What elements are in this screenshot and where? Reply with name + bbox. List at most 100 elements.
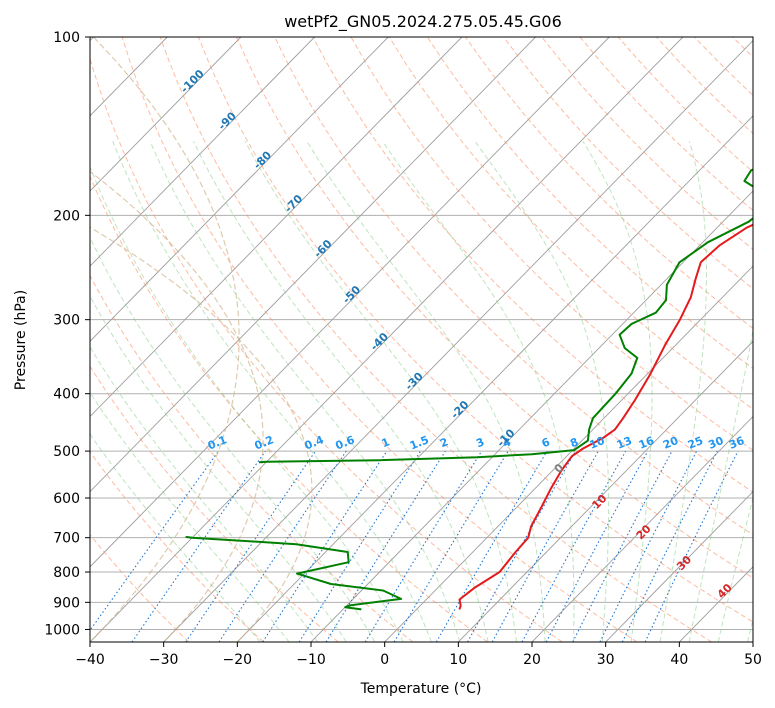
- mixing-ratio-line: [185, 450, 316, 642]
- chart-title: wetPf2_GN05.2024.275.05.45.G06: [284, 12, 562, 32]
- mixing-ratio-line: [621, 450, 718, 642]
- moist-adiabat-line: [688, 328, 753, 642]
- moist-adiabat-line: [659, 141, 707, 642]
- mixing-ratio-label: 30: [706, 434, 725, 452]
- mixing-ratio-label: 36: [727, 434, 746, 452]
- y-tick-label: 200: [53, 208, 80, 224]
- mixing-ratio-label: 25: [686, 434, 705, 452]
- mixing-ratio-label: 8: [568, 435, 580, 450]
- moist-adiabat-line: [382, 141, 575, 642]
- mixing-ratio-line: [491, 450, 599, 642]
- mixing-ratio-line: [467, 450, 577, 642]
- y-tick-label: 100: [53, 30, 80, 46]
- reference-curve: [90, 226, 313, 642]
- isotherm-line: [237, 115, 753, 642]
- x-axis-label: Temperature (°C): [360, 681, 482, 697]
- y-tick-label: 600: [53, 491, 80, 507]
- reference-curve: [90, 170, 264, 642]
- x-tick-label: 0: [380, 652, 389, 668]
- x-tick-label: 10: [449, 652, 467, 668]
- moist-adiabat-line: [193, 141, 489, 642]
- temperature-profile: [458, 223, 753, 610]
- moist-adiabat-line: [112, 141, 432, 642]
- isotherm-line: [310, 190, 753, 642]
- reference-curve: [90, 37, 240, 642]
- dry-adiabat-line: [121, 37, 638, 642]
- plot-frame: [89, 36, 754, 643]
- dry-adiabat-line: [90, 56, 563, 642]
- isotherm-line: [531, 415, 753, 642]
- moist-adiabat-line: [717, 496, 753, 642]
- isotherm-line: [90, 37, 684, 642]
- series-layer: [185, 168, 753, 611]
- moist-adiabat-line: [90, 345, 319, 642]
- moist-adiabat-line: [90, 433, 261, 642]
- moist-adiabat-line: [90, 236, 376, 642]
- x-tick-label: 20: [523, 652, 541, 668]
- x-axis: −40 −30 −20 −10 0 10 20 30 40 50: [75, 642, 762, 668]
- dewpoint-profile-upper: [258, 168, 753, 464]
- x-tick-label: 40: [670, 652, 688, 668]
- x-tick-label: −30: [149, 652, 179, 668]
- mixing-ratio-label: 16: [637, 434, 656, 452]
- dry-adiabat-line: [159, 37, 712, 642]
- dry-adiabat-line: [274, 37, 753, 536]
- mixing-ratio-line: [131, 450, 266, 642]
- isotherm-line: [90, 37, 315, 267]
- dry-adiabat-line: [503, 37, 753, 290]
- mixing-ratio-label: 3: [474, 435, 486, 450]
- dry-adiabat-line: [90, 274, 414, 642]
- isotherm-line: [90, 37, 389, 342]
- x-tick-label: 50: [744, 652, 762, 668]
- mixing-ratio-label: 10: [587, 434, 606, 452]
- y-axis: 100 200 300 400 500 600 700 800 900 1000: [44, 30, 90, 638]
- mixing-ratio-label: 2: [438, 435, 450, 450]
- moist-adiabat-line: [582, 141, 653, 642]
- y-axis-label: Pressure (hPa): [13, 290, 29, 390]
- x-tick-label: 30: [597, 652, 615, 668]
- moist-adiabat-line: [149, 141, 461, 642]
- x-tick-label: −40: [75, 652, 105, 668]
- moist-adiabat-line: [90, 391, 290, 642]
- dry-adiabat-line: [465, 37, 753, 329]
- mixing-ratio-line: [545, 450, 649, 642]
- mixing-ratio-label: 1: [380, 435, 392, 450]
- mixing-ratio-line: [521, 450, 627, 642]
- mixing-ratio-line: [262, 450, 388, 642]
- dry-adiabat-line: [236, 37, 753, 579]
- mixing-ratio-line: [90, 450, 220, 632]
- mixing-ratio-line: [364, 450, 483, 642]
- mixing-ratio-label: 13: [615, 434, 634, 452]
- isotherm-line: [90, 37, 242, 192]
- moist-adiabat-line: [244, 141, 517, 642]
- mixing-ratio-line: [599, 450, 698, 642]
- y-tick-label: 800: [53, 565, 80, 581]
- y-tick-label: 900: [53, 595, 80, 611]
- mixing-ratio-line: [218, 450, 347, 642]
- moist-adiabat-line: [474, 141, 610, 642]
- y-tick-label: 500: [53, 444, 80, 460]
- dry-adiabat-line: [388, 37, 753, 410]
- mixing-ratio-line: [298, 450, 422, 642]
- x-tick-label: −10: [296, 652, 326, 668]
- dry-adiabat-line: [312, 37, 753, 493]
- dry-adiabat-line: [197, 37, 753, 623]
- x-tick-label: −20: [223, 652, 253, 668]
- y-tick-label: 300: [53, 313, 80, 329]
- moist-adiabat-line: [306, 141, 546, 642]
- isotherm-line: [90, 37, 463, 418]
- y-tick-label: 700: [53, 531, 80, 547]
- isotherm-line: [384, 265, 753, 642]
- moist-adiabat-line: [90, 165, 404, 642]
- dry-adiabat-line: [90, 365, 339, 642]
- y-tick-label: 400: [53, 387, 80, 403]
- isotherm-line: [458, 340, 753, 642]
- mixing-ratio-label: 20: [661, 434, 680, 452]
- moist-adiabat-line: [90, 295, 347, 642]
- isotherm-line: [90, 37, 610, 568]
- dewpoint-profile-lower: [185, 535, 403, 611]
- dry-adiabat-line: [90, 533, 190, 642]
- isotherm-line: [605, 491, 753, 642]
